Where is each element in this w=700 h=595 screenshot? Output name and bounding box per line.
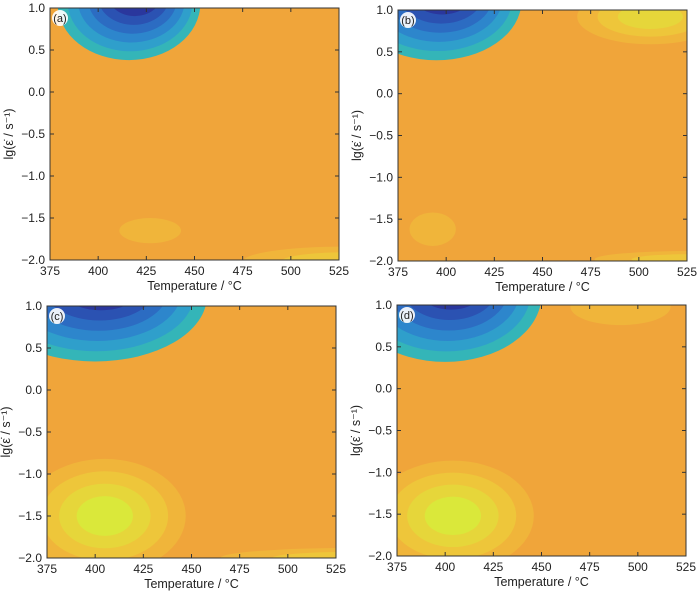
y-tick-label: −1.0 (21, 169, 45, 183)
y-tick-label: −2.0 (18, 551, 42, 565)
x-tick-label: 425 (483, 560, 503, 574)
x-tick-label: 450 (532, 265, 552, 279)
contour-low-level (423, 10, 462, 15)
y-tick-label: 0.0 (376, 87, 393, 101)
x-tick-label: 500 (628, 560, 648, 574)
contour-fills (47, 306, 336, 558)
y-axis-label: lg(ε̇ / s⁻¹) (349, 405, 363, 456)
panel-label: (d) (400, 310, 413, 322)
contour-high-level (570, 305, 671, 326)
contour-high-level (76, 496, 133, 536)
x-tick-label: 425 (484, 265, 504, 279)
panel-d: 375 400 425 450 475 500 525 −2.0 −1.5 −1.0 −0.5 0.0… (349, 298, 696, 589)
panel-label-badge (49, 308, 65, 324)
x-tick-label: 425 (136, 264, 156, 278)
x-axis-label: Temperature / °C (144, 577, 239, 591)
x-tick-label: 500 (278, 562, 298, 576)
contour-high-level (424, 496, 482, 536)
contour-low-level (53, 306, 147, 321)
y-tick-label: −0.5 (368, 424, 392, 438)
contour-low-level (113, 8, 156, 17)
y-tick-label: −0.5 (369, 129, 393, 143)
x-tick-label: 500 (281, 264, 301, 278)
y-tick-label: 1.0 (28, 1, 45, 15)
x-tick-label: 375 (387, 560, 407, 574)
y-tick-label: 0.5 (25, 341, 42, 355)
y-tick-label: −2.0 (368, 549, 392, 563)
y-tick-label: −1.5 (369, 212, 393, 226)
x-tick-label: 375 (37, 562, 57, 576)
x-tick-label: 500 (629, 265, 649, 279)
y-tick-label: −1.0 (18, 467, 42, 481)
contour-low-level (405, 10, 477, 24)
panel-label: (c) (51, 311, 64, 323)
y-tick-label: −0.5 (18, 425, 42, 439)
x-tick-label: 400 (85, 562, 105, 576)
x-axis-label: Temperature / °C (147, 279, 242, 293)
panel-label: (b) (401, 15, 414, 27)
x-tick-label: 400 (436, 265, 456, 279)
y-tick-label: −2.0 (369, 254, 393, 268)
y-tick-label: 0.0 (25, 383, 42, 397)
contour-high-level (282, 252, 339, 260)
y-tick-label: 1.0 (376, 3, 393, 17)
x-tick-label: 400 (88, 264, 108, 278)
contour-fills (398, 0, 687, 261)
x-tick-label: 375 (388, 265, 408, 279)
x-tick-label: 475 (581, 265, 601, 279)
panel-label-badge (400, 12, 416, 28)
x-tick-label: 450 (181, 562, 201, 576)
x-tick-label: 525 (326, 562, 346, 576)
x-tick-label: 525 (676, 560, 696, 574)
panel-label: (a) (53, 13, 66, 25)
y-tick-label: 0.5 (375, 340, 392, 354)
y-tick-label: −0.5 (21, 127, 45, 141)
contour-low-level (77, 306, 125, 311)
x-tick-label: 450 (531, 560, 551, 574)
y-tick-label: −1.5 (368, 507, 392, 521)
panel-a: 375 400 425 450 475 500 525 −2.0 −1.5 −1.0 −0.5 0.0… (2, 0, 349, 293)
x-tick-label: 475 (230, 562, 250, 576)
x-tick-label: 525 (329, 264, 349, 278)
x-tick-label: 525 (677, 265, 697, 279)
y-tick-label: −2.0 (21, 253, 45, 267)
x-tick-label: 475 (580, 560, 600, 574)
panel-label-badge (52, 10, 68, 26)
contour-high-level (119, 218, 182, 244)
y-tick-label: 0.5 (376, 45, 393, 59)
contour-high-level (409, 212, 456, 246)
x-tick-label: 425 (133, 562, 153, 576)
panel-label-badge (399, 307, 415, 323)
x-tick-label: 475 (233, 264, 253, 278)
y-axis-label: lg(ε̇ / s⁻¹) (2, 108, 16, 159)
y-tick-label: −1.5 (21, 211, 45, 225)
y-tick-label: 1.0 (375, 298, 392, 312)
x-tick-label: 375 (40, 264, 60, 278)
contour-low-level (422, 0, 464, 5)
contour-fills (57, 0, 339, 260)
contour-low-level (118, 0, 154, 7)
y-axis-label: lg(ε̇ / s⁻¹) (350, 110, 364, 161)
y-tick-label: 0.0 (28, 85, 45, 99)
x-axis-label: Temperature / °C (495, 280, 590, 294)
contour-high-level (617, 10, 683, 29)
y-tick-label: −1.0 (368, 465, 392, 479)
y-tick-label: 0.5 (28, 43, 45, 57)
y-tick-label: 1.0 (25, 299, 42, 313)
contour-fills (397, 305, 671, 556)
y-tick-label: 0.0 (375, 382, 392, 396)
x-axis-label: Temperature / °C (494, 575, 589, 589)
x-tick-label: 450 (184, 264, 204, 278)
contour-low-level (409, 305, 491, 321)
y-tick-label: −1.5 (18, 509, 42, 523)
y-axis-label: lg(ε̇ / s⁻¹) (0, 406, 13, 457)
y-tick-label: −1.0 (369, 170, 393, 184)
contour-high-level (631, 254, 687, 261)
contour-low-level (430, 305, 472, 310)
x-tick-label: 400 (435, 560, 455, 574)
panel-c: 375 400 425 450 475 500 525 −2.0 −1.5 −1.0 −0.5 0.0… (0, 299, 346, 591)
panel-b: 375 400 425 450 475 500 525 −2.0 −1.5 −1.0 −0.5 0.0… (350, 0, 697, 294)
